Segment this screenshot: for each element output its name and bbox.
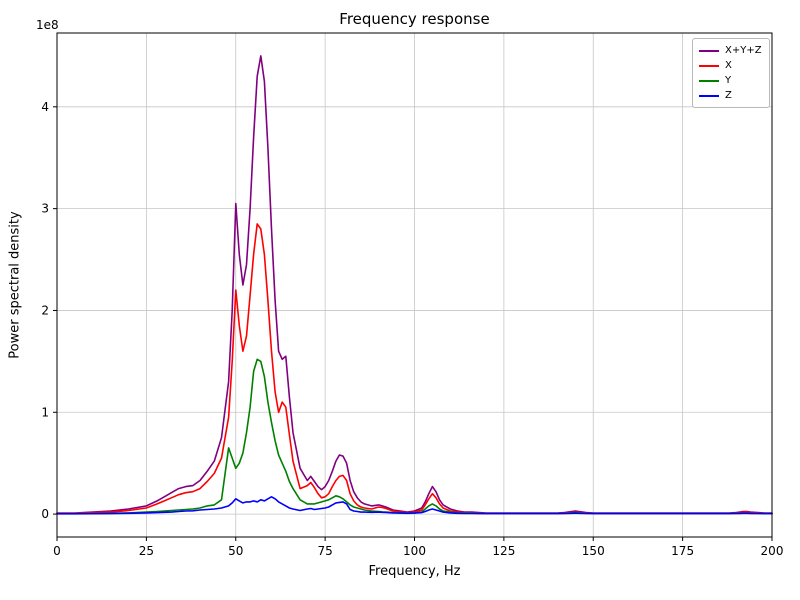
x-tick-label: 175 <box>671 544 694 558</box>
x-tick-label: 200 <box>761 544 784 558</box>
x-tick-label: 125 <box>492 544 515 558</box>
legend-label: Z <box>725 90 732 101</box>
y-tick-label: 4 <box>41 100 49 114</box>
legend-label: X+Y+Z <box>725 45 762 56</box>
x-tick-label: 50 <box>228 544 243 558</box>
x-tick-label: 0 <box>53 544 61 558</box>
legend-swatch-Z <box>699 94 719 97</box>
legend-label: X <box>725 60 732 71</box>
legend-entry: Z <box>699 88 763 103</box>
y-tick-label: 0 <box>41 507 49 521</box>
axes-frame <box>56 32 773 538</box>
x-tick-label: 25 <box>139 544 154 558</box>
y-axis-offset-label: 1e8 <box>36 18 59 32</box>
series-line-Z <box>56 495 773 515</box>
legend-swatch-X <box>699 64 719 67</box>
x-axis-label: Frequency, Hz <box>368 564 461 579</box>
legend-swatch-Y <box>699 79 719 82</box>
legend: X+Y+Z X Y Z <box>692 38 770 108</box>
legend-swatch-X+Y+Z <box>699 49 719 52</box>
y-tick-label: 3 <box>41 202 49 216</box>
chart-title: Frequency response <box>339 10 490 28</box>
legend-label: Y <box>725 75 732 86</box>
legend-entry: X+Y+Z <box>699 43 763 58</box>
y-tick-label: 1 <box>41 405 49 419</box>
y-tick-label: 2 <box>41 303 49 317</box>
x-tick-label: 75 <box>317 544 332 558</box>
x-tick-label: 150 <box>582 544 605 558</box>
legend-entry: Y <box>699 73 763 88</box>
legend-entry: X <box>699 58 763 73</box>
x-tick-label: 100 <box>403 544 426 558</box>
